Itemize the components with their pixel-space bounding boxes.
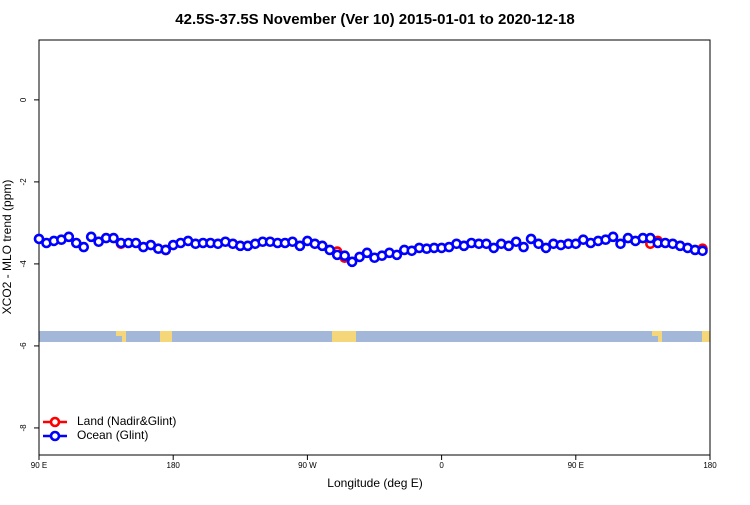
data-point xyxy=(130,237,142,249)
data-point xyxy=(346,256,358,268)
x-tick-label: 90 E xyxy=(31,461,47,470)
data-point xyxy=(503,240,515,252)
data-point xyxy=(615,238,626,250)
data-point xyxy=(63,231,75,243)
data-point xyxy=(78,241,90,253)
y-tick-label: -6 xyxy=(19,342,28,350)
x-tick-label: 90 W xyxy=(298,461,317,470)
y-tick-label: -8 xyxy=(19,424,28,432)
x-tick-label: 180 xyxy=(703,461,717,470)
data-point xyxy=(645,232,656,244)
data-point xyxy=(570,238,582,250)
data-point xyxy=(339,250,350,262)
data-point xyxy=(317,240,328,252)
surface-mask xyxy=(39,331,710,342)
data-point xyxy=(391,249,403,261)
data-point xyxy=(540,242,552,254)
y-tick-label: -2 xyxy=(19,178,28,186)
data-point xyxy=(481,238,492,250)
x-tick-label: 0 xyxy=(439,461,444,470)
data-point xyxy=(85,231,97,243)
chart-title: 42.5S-37.5S November (Ver 10) 2015-01-01… xyxy=(175,11,574,28)
x-tick-label: 90 E xyxy=(568,461,584,470)
data-point xyxy=(287,236,298,248)
legend-label: Land (Nadir&Glint) xyxy=(77,414,176,428)
data-point xyxy=(361,247,373,259)
data-point xyxy=(510,236,522,248)
data-point xyxy=(294,240,306,252)
y-axis-label: XCO2 - MLO trend (ppm) xyxy=(0,180,14,315)
legend-marker xyxy=(49,416,61,428)
x-axis-label: Longitude (deg E) xyxy=(327,476,422,490)
data-point xyxy=(70,237,82,249)
data-point xyxy=(607,231,619,243)
data-point xyxy=(525,233,537,245)
data-point xyxy=(324,244,336,256)
data-point xyxy=(354,251,365,263)
data-point xyxy=(33,233,45,245)
x-tick-label: 180 xyxy=(167,461,181,470)
y-tick-label: -4 xyxy=(19,260,28,268)
legend-label: Ocean (Glint) xyxy=(77,428,148,442)
data-point xyxy=(697,245,708,257)
data-point xyxy=(488,242,500,254)
data-point xyxy=(108,232,119,244)
data-point xyxy=(160,244,172,256)
plot-frame xyxy=(38,39,711,456)
legend-marker xyxy=(49,430,61,442)
y-tick-label: 0 xyxy=(19,97,28,102)
data-point xyxy=(518,241,529,253)
data-point xyxy=(533,238,544,250)
